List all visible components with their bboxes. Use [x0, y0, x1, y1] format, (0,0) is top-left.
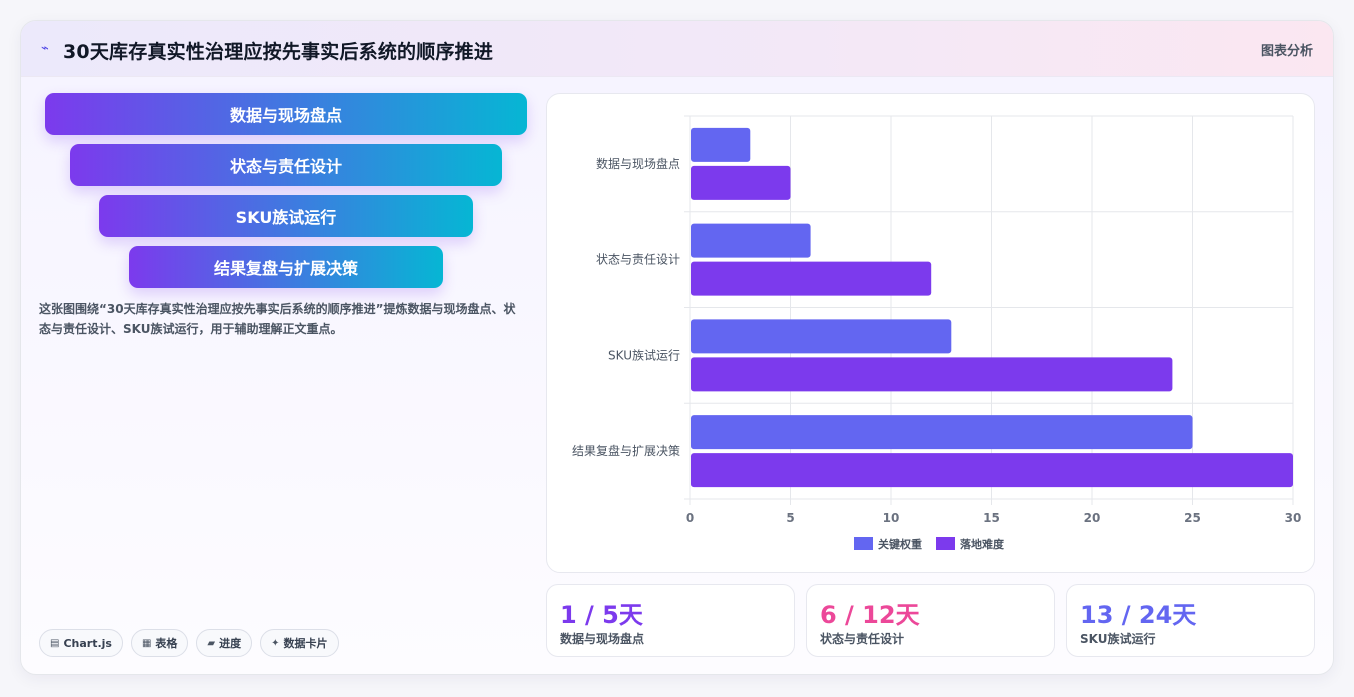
funnel-step-4: 结果复盘与扩展决策	[129, 246, 443, 288]
funnel-step-3: SKU族试运行	[99, 195, 473, 237]
chip-label: 表格	[155, 637, 178, 650]
stat-card-3: 13 / 24天 SKU族试运行	[1066, 584, 1315, 657]
funnel-step-label: 数据与现场盘点	[229, 106, 342, 125]
funnel-step-label: 结果复盘与扩展决策	[213, 259, 358, 278]
table-icon: ▦	[141, 637, 152, 649]
feature-chips: ▤ Chart.js ▦ 表格 ▰ 进度 ✦ 数据卡片	[39, 629, 339, 657]
y-category-label: 结果复盘与扩展决策	[572, 443, 680, 458]
y-category-label: 状态与责任设计	[596, 253, 680, 267]
bar-difficulty	[691, 453, 1293, 488]
bar-weight	[691, 127, 751, 162]
stat-value: 13 / 24天	[1080, 601, 1197, 629]
stat-value: 6 / 12天	[820, 601, 920, 629]
funnel-step-1: 数据与现场盘点	[45, 93, 527, 135]
bar-weight	[691, 319, 952, 354]
stat-value: 1 / 5天	[560, 601, 643, 629]
line-chart-icon: ⌁	[41, 41, 49, 56]
x-tick-label: 30	[1285, 511, 1302, 525]
bar-difficulty	[691, 261, 932, 296]
stat-card-2: 6 / 12天 状态与责任设计	[806, 584, 1055, 657]
stat-label: 状态与责任设计	[820, 632, 905, 646]
x-tick-label: 10	[883, 511, 900, 525]
funnel-step-2: 状态与责任设计	[70, 144, 502, 186]
funnel-step-label: 状态与责任设计	[229, 157, 342, 176]
chip-data-card[interactable]: ✦ 数据卡片	[260, 629, 339, 657]
chip-label: Chart.js	[63, 636, 112, 650]
stat-card-1: 1 / 5天 数据与现场盘点	[546, 584, 795, 657]
legend-swatch	[936, 537, 955, 550]
y-category-label: 数据与现场盘点	[596, 156, 680, 171]
chip-label: 数据卡片	[283, 637, 328, 650]
stat-label: SKU族试运行	[1080, 632, 1156, 646]
header-bar: ⌁ 30天库存真实性治理应按先事实后系统的顺序推进 图表分析	[21, 21, 1333, 77]
page-title: 30天库存真实性治理应按先事实后系统的顺序推进	[63, 41, 494, 63]
chart-icon: ▤	[50, 637, 60, 649]
legend-label: 落地难度	[960, 537, 1005, 551]
bar-weight	[691, 223, 811, 258]
chart-description: 这张图围绕“30天库存真实性治理应按先事实后系统的顺序推进”提炼数据与现场盘点、…	[39, 302, 516, 336]
chip-label: 进度	[219, 637, 242, 650]
x-tick-label: 25	[1184, 511, 1201, 525]
legend-swatch	[854, 537, 873, 550]
bar-difficulty	[691, 357, 1173, 392]
legend-label: 关键权重	[878, 537, 922, 551]
chip-progress[interactable]: ▰ 进度	[196, 629, 253, 657]
x-tick-label: 5	[786, 511, 794, 525]
funnel-step-label: SKU族试运行	[235, 208, 337, 227]
chip-table[interactable]: ▦ 表格	[130, 629, 189, 657]
x-tick-label: 20	[1084, 511, 1101, 525]
sparkle-icon: ✦	[271, 637, 280, 649]
chart-analysis-tag: 图表分析	[1260, 44, 1313, 59]
x-tick-label: 15	[983, 511, 1000, 525]
bar-difficulty	[691, 165, 791, 200]
main-card: ⌁ 30天库存真实性治理应按先事实后系统的顺序推进 图表分析 数据与现场盘点 状…	[20, 20, 1334, 675]
bar-weight	[691, 415, 1193, 450]
chart-panel: 0 5 10 15 20 25 30 数据与现场盘点 状态与责任设计 SKU族试运行结果复盘与扩展…	[546, 93, 1315, 573]
chip-chartjs[interactable]: ▤ Chart.js	[39, 629, 123, 657]
stat-label: 数据与现场盘点	[560, 632, 645, 646]
progress-icon: ▰	[207, 637, 216, 649]
y-category-label: SKU族试运行	[608, 347, 680, 362]
x-tick-label: 0	[686, 511, 694, 525]
